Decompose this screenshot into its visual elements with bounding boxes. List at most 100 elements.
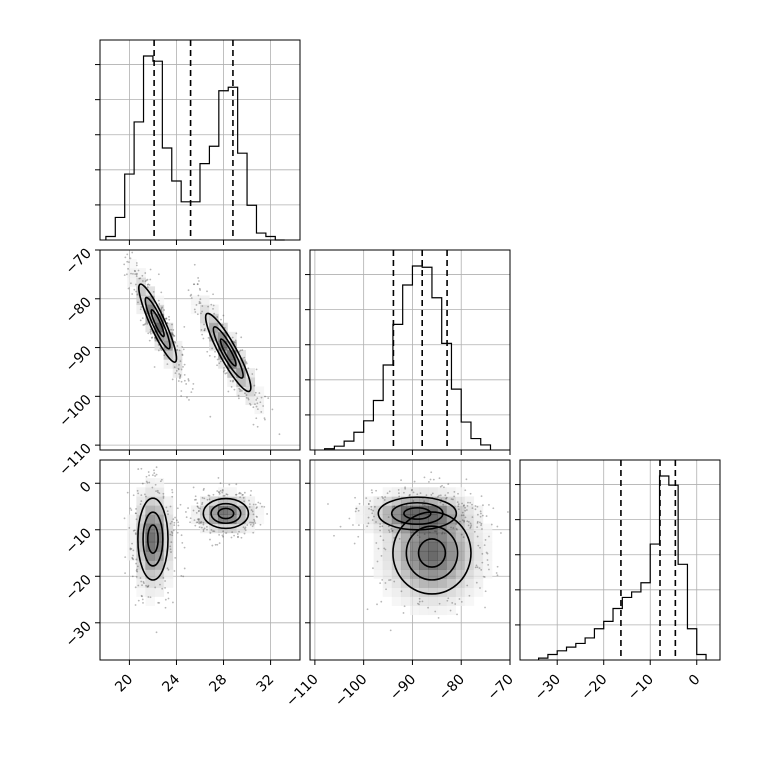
scatter-point: [479, 510, 482, 513]
scatter-point: [355, 507, 358, 510]
scatter-point: [192, 383, 195, 385]
scatter-point: [368, 507, 370, 510]
scatter-point: [198, 287, 201, 290]
density-cell: [227, 514, 237, 525]
density-cell: [154, 541, 165, 552]
scatter-point: [154, 586, 157, 589]
scatter-point: [153, 472, 156, 474]
scatter-point: [247, 397, 250, 400]
scatter-point: [174, 372, 177, 375]
scatter-point: [379, 582, 382, 585]
scatter-point: [460, 533, 463, 536]
scatter-point: [195, 304, 198, 306]
scatter-point: [442, 503, 445, 506]
scatter-point: [416, 534, 419, 537]
scatter-point: [481, 561, 484, 564]
scatter-point: [154, 483, 157, 486]
scatter-point: [253, 520, 256, 522]
scatter-point: [129, 547, 132, 550]
scatter-point: [387, 516, 390, 519]
scatter-point: [194, 524, 197, 527]
scatter-point: [131, 575, 134, 578]
scatter-point: [201, 503, 203, 506]
density-cell: [145, 532, 156, 543]
scatter-point: [146, 286, 149, 289]
scatter-point: [148, 284, 151, 286]
scatter-point: [149, 268, 152, 271]
scatter-point: [207, 494, 210, 497]
scatter-point: [181, 354, 184, 357]
scatter-point: [172, 334, 175, 337]
scatter-point: [157, 299, 160, 302]
scatter-point: [418, 600, 421, 603]
scatter-point: [367, 503, 370, 505]
scatter-point: [492, 507, 495, 510]
scatter-point: [193, 283, 196, 286]
scatter-point: [212, 304, 215, 307]
scatter-point: [417, 602, 419, 605]
scatter-point: [245, 361, 248, 364]
scatter-point: [162, 495, 165, 498]
x-tick-label: 28: [206, 672, 230, 696]
scatter-point: [167, 568, 170, 571]
scatter-point: [253, 384, 256, 387]
scatter-point: [177, 380, 180, 382]
scatter-point: [133, 269, 136, 272]
scatter-point: [200, 526, 203, 529]
scatter-point: [207, 336, 210, 339]
density-cell: [391, 550, 402, 561]
scatter-point: [235, 493, 237, 496]
scatter-point: [213, 530, 216, 533]
density-cell: [364, 514, 375, 525]
density-cell: [209, 304, 219, 315]
scatter-point: [201, 496, 204, 499]
scatter-point: [255, 515, 258, 518]
scatter-point: [467, 524, 470, 527]
scatter-point: [202, 489, 205, 491]
scatter-point: [161, 587, 164, 590]
density-cell: [446, 596, 456, 606]
x-tick-label: −20: [578, 672, 610, 704]
scatter-point: [267, 397, 270, 400]
density-cell: [382, 541, 393, 552]
density-cell: [172, 350, 183, 360]
scatter-point: [384, 582, 387, 584]
density-cell: [455, 578, 466, 588]
scatter-point: [357, 524, 360, 527]
scatter-point: [130, 282, 132, 285]
density-cell: [455, 560, 466, 570]
scatter-point: [178, 377, 181, 380]
scatter-point: [391, 529, 394, 532]
scatter-point: [183, 325, 186, 328]
scatter-point: [141, 584, 143, 587]
scatter-point: [216, 490, 219, 492]
scatter-point: [201, 333, 204, 336]
density-cell: [200, 295, 210, 306]
scatter-point: [479, 521, 481, 524]
scatter-point: [348, 517, 351, 520]
scatter-point: [136, 293, 139, 296]
scatter-point: [223, 369, 226, 372]
scatter-point: [404, 487, 407, 490]
density-cell: [364, 523, 375, 534]
density-cell: [400, 587, 411, 597]
panel-frame: [99, 39, 301, 241]
density-cell: [136, 487, 146, 497]
density-cell: [455, 496, 466, 506]
scatter-point: [155, 473, 158, 476]
density-cell: [428, 505, 438, 516]
density-cell: [190, 304, 201, 315]
scatter-point: [237, 536, 239, 539]
scatter-point: [160, 349, 163, 351]
scatter-point: [458, 598, 461, 600]
scatter-point: [251, 373, 254, 375]
scatter-point: [170, 332, 173, 335]
scatter-point: [404, 486, 407, 489]
scatter-point: [480, 569, 483, 571]
scatter-point: [473, 530, 476, 533]
scatter-point: [142, 324, 145, 326]
scatter-point: [149, 332, 152, 335]
scatter-point: [249, 521, 252, 524]
scatter-point: [135, 264, 138, 267]
scatter-point: [251, 521, 253, 524]
